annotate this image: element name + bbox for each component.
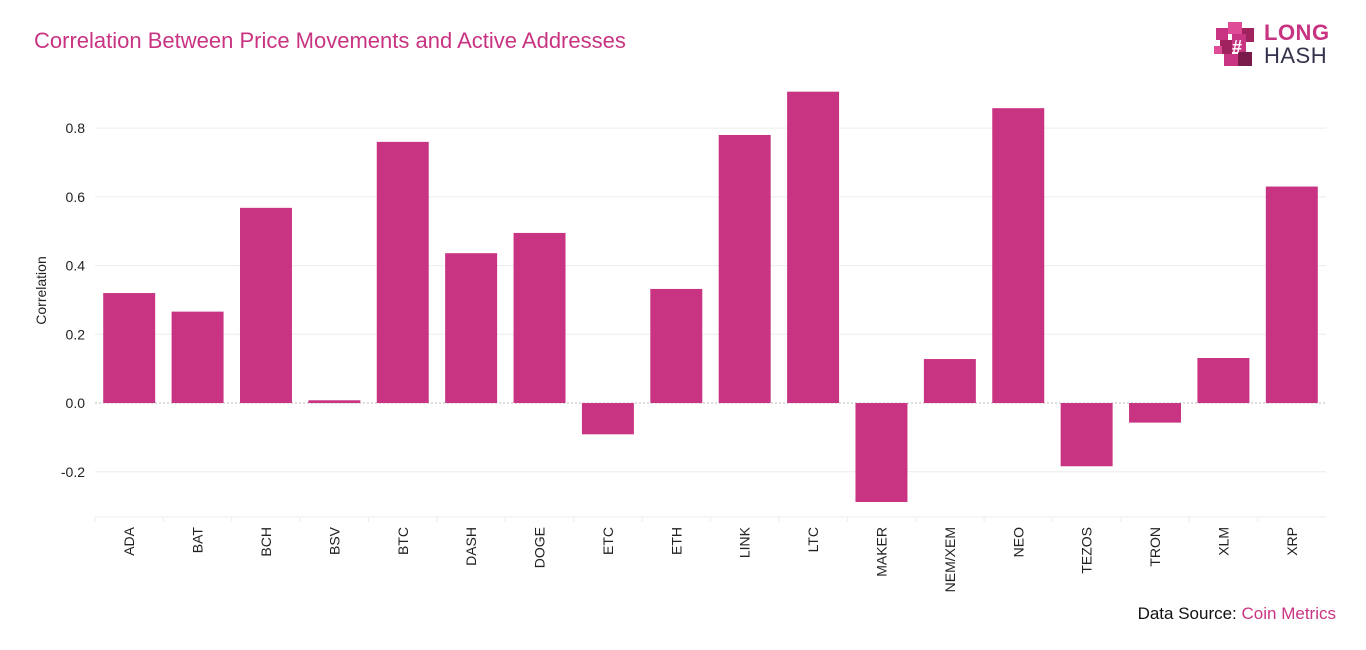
x-tick-label: BTC [395,527,411,555]
y-tick-label: 0.4 [66,258,86,274]
x-tick-label: TRON [1147,527,1163,567]
data-source-link[interactable]: Coin Metrics [1241,604,1336,623]
pixel-cube-hash-icon: # [1214,22,1254,66]
bar-bat[interactable] [171,311,224,404]
x-tick-label: BSV [326,526,342,555]
y-tick-label: 0.0 [66,395,86,411]
x-tick-label: LTC [805,527,821,552]
bar-ltc[interactable] [787,91,840,404]
bar-neo[interactable] [992,108,1045,404]
x-tick-label: XLM [1215,527,1231,556]
bar-tron[interactable] [1129,403,1182,423]
x-tick-label: ETC [600,527,616,555]
bars [103,91,1318,503]
x-tick-label: LINK [737,526,753,558]
bar-eth[interactable] [650,288,703,404]
bar-tezos[interactable] [1060,403,1113,467]
bar-btc[interactable] [376,141,429,404]
y-axis-title: Correlation [33,256,49,324]
y-tick-label: 0.6 [66,189,86,205]
x-tick-label: XRP [1284,527,1300,556]
data-source-footer: Data Source: Coin Metrics [1138,604,1336,624]
x-tick-label: ADA [121,526,137,555]
x-tick-label: MAKER [873,527,889,577]
bar-bsv[interactable] [308,400,361,404]
bar-xrp[interactable] [1265,186,1318,404]
axes: -0.2 0.0 0.2 0.4 0.6 0.8 Correlation ADA BAT BCH B… [33,120,1326,592]
gridlines [95,127,1326,473]
bar-etc[interactable] [581,403,634,435]
bar-link[interactable] [718,134,771,404]
y-tick-label: 0.8 [66,120,86,136]
y-tick-label: 0.2 [66,326,86,342]
x-tick-label: BAT [190,527,206,554]
logo-text-line1: LONG [1264,20,1330,45]
longhash-logo: # LONG HASH [1212,16,1337,74]
bar-nem-xem[interactable] [923,359,976,404]
svg-text:#: # [1232,37,1242,57]
bar-xlm[interactable] [1197,358,1250,404]
chart-title: Correlation Between Price Movements and … [34,28,626,53]
x-tick-label: NEO [1010,527,1026,557]
bar-bch[interactable] [239,207,292,404]
bar-maker[interactable] [855,403,908,503]
x-tick-label: TEZOS [1079,527,1095,574]
x-tick-label: BCH [258,527,274,557]
x-tick-label: NEM/XEM [942,527,958,592]
data-source-label: Data Source: [1137,604,1237,623]
bar-ada[interactable] [103,293,156,404]
x-tick-label: DASH [463,527,479,566]
x-tick-label: DOGE [532,527,548,568]
bar-doge[interactable] [513,232,566,404]
logo-text-line2: HASH [1264,43,1328,68]
bar-dash[interactable] [445,253,498,404]
x-tick-label: ETH [668,527,684,555]
y-tick-label: -0.2 [61,464,85,480]
